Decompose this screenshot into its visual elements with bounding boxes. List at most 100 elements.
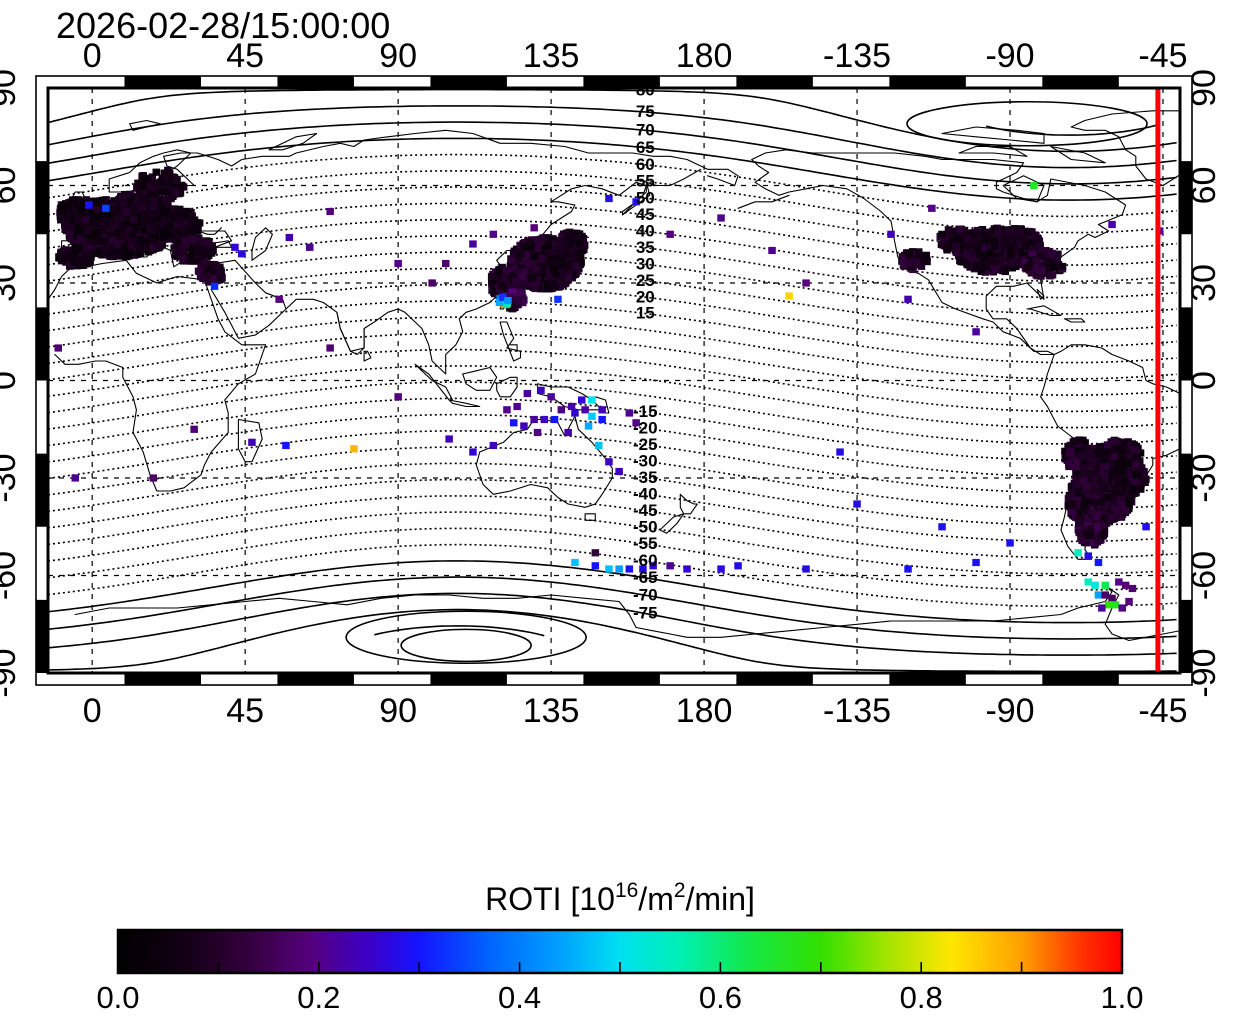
roti-cell [533, 273, 542, 281]
roti-cell [120, 200, 128, 208]
roti-cell [85, 201, 93, 209]
roti-cell [187, 235, 195, 243]
roti-cell [552, 270, 560, 278]
roti-cell [171, 187, 180, 195]
roti-cell [118, 247, 126, 255]
roti-cell [175, 207, 184, 216]
roti-cell [210, 282, 219, 290]
roti-cell [130, 203, 138, 212]
roti-cell [125, 200, 133, 208]
roti-cell [128, 230, 136, 238]
roti-cell [135, 242, 144, 250]
roti-cell [155, 188, 164, 196]
roti-cell [185, 253, 193, 261]
roti-cell [1050, 264, 1059, 272]
roti-cell [69, 196, 77, 204]
roti-cell [166, 222, 174, 231]
roti-cell [61, 216, 70, 224]
roti-cell [146, 224, 154, 232]
roti-cell [963, 235, 972, 243]
roti-cell [1001, 235, 1009, 243]
roti-cell [550, 241, 558, 249]
roti-cell [512, 269, 521, 277]
roti-cell [189, 222, 198, 230]
roti-cell [442, 259, 450, 268]
roti-cell [124, 252, 132, 260]
roti-cell [1010, 254, 1019, 262]
roti-cell [538, 269, 546, 277]
roti-cell [75, 217, 83, 225]
roti-cell [991, 236, 999, 244]
roti-cell [528, 258, 536, 266]
roti-cell [574, 250, 582, 258]
roti-cell [915, 248, 923, 256]
roti-cell [518, 273, 526, 281]
roti-cell [1019, 248, 1028, 256]
roti-cell [887, 230, 895, 238]
roti-cell [69, 214, 77, 222]
roti-cell [210, 268, 218, 276]
roti-cell [495, 298, 504, 307]
roti-cell [126, 211, 134, 219]
roti-cell [138, 204, 146, 212]
roti-cell [171, 225, 179, 233]
roti-cell [79, 202, 88, 210]
roti-cell [119, 224, 127, 232]
roti-cell [489, 278, 497, 286]
roti-cell [150, 197, 159, 205]
roti-cell [140, 192, 148, 200]
roti-cell [1045, 248, 1053, 256]
roti-cell [115, 208, 123, 216]
roti-cell [126, 196, 134, 204]
roti-cell [488, 272, 496, 280]
roti-cell [169, 214, 177, 222]
roti-cell [122, 208, 130, 216]
roti-cell [529, 274, 537, 282]
roti-cell [132, 198, 140, 206]
roti-cell [523, 262, 532, 270]
roti-cell [107, 225, 115, 233]
roti-cell [67, 247, 75, 255]
roti-cell [136, 218, 144, 226]
roti-cell [205, 278, 213, 286]
roti-cell [188, 217, 197, 225]
roti-cell [181, 244, 190, 252]
roti-cell [986, 231, 994, 240]
roti-cell [117, 193, 125, 201]
roti-cell [545, 247, 554, 255]
roti-cell [1030, 244, 1039, 252]
roti-cell [546, 271, 555, 279]
roti-cell [73, 257, 81, 265]
roti-cell [1020, 255, 1028, 263]
roti-cell [65, 253, 73, 261]
roti-cell [1016, 228, 1024, 236]
roti-cell [74, 201, 82, 209]
roti-cell [207, 260, 216, 269]
roti-cell [165, 231, 173, 239]
roti-cell [508, 288, 516, 296]
roti-cell [160, 208, 168, 217]
roti-cell [1042, 268, 1050, 276]
roti-cell [923, 258, 931, 266]
roti-cell [140, 217, 148, 225]
roti-cell [1028, 251, 1036, 259]
roti-cell [285, 233, 294, 242]
roti-cell [109, 236, 117, 244]
roti-cell [161, 202, 170, 210]
roti-cell [951, 227, 960, 235]
roti-cell [957, 230, 965, 239]
roti-cell [122, 233, 130, 241]
roti-cell [536, 242, 545, 251]
roti-cell [80, 221, 88, 230]
roti-cell [537, 235, 545, 243]
roti-cell [967, 247, 976, 255]
roti-cell [521, 267, 529, 276]
roti-cell [88, 230, 96, 238]
roti-cell [928, 204, 936, 212]
roti-cell [168, 176, 176, 184]
roti-cell [576, 239, 584, 247]
roti-cell [326, 207, 334, 216]
roti-cell [217, 275, 225, 283]
roti-cell [563, 238, 571, 246]
